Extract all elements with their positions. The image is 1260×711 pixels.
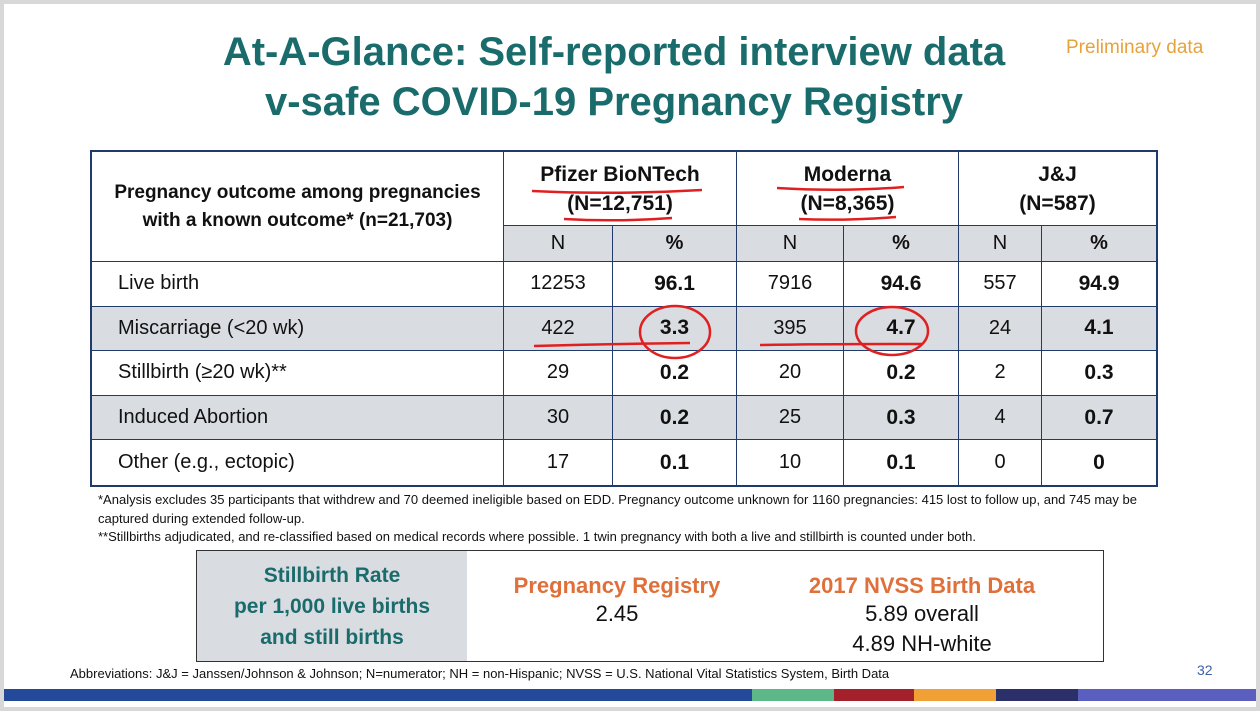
group-name: Pfizer BioNTech xyxy=(540,162,700,186)
group-header-pfizer: Pfizer BioNTech (N=12,751) xyxy=(504,152,737,226)
subheader-pct: % xyxy=(1042,226,1156,262)
n-cell: 20 xyxy=(737,351,844,396)
footnote-2: **Stillbirths adjudicated, and re-classi… xyxy=(98,529,976,544)
group-n: (N=12,751) xyxy=(567,191,673,215)
group-name: Moderna xyxy=(803,162,892,186)
subheader-n: N xyxy=(959,226,1042,262)
group-name: J&J xyxy=(1038,162,1077,186)
subheader-n: N xyxy=(504,226,613,262)
n-cell: 4 xyxy=(959,395,1042,441)
registry-title: Pregnancy Registry xyxy=(513,573,721,598)
abbreviations-note: Abbreviations: J&J = Janssen/Johnson & J… xyxy=(70,666,890,681)
bottom-bar-segment xyxy=(4,689,752,701)
pct-cell: 94.6 xyxy=(844,262,959,307)
group-n: (N=8,365) xyxy=(800,191,895,215)
page-number: 32 xyxy=(1197,662,1213,678)
n-cell: 25 xyxy=(737,395,844,441)
row-label: Miscarriage (<20 wk) xyxy=(92,306,504,352)
stillbirth-label-panel: Stillbirth Rate per 1,000 live births an… xyxy=(197,551,467,661)
stillbirth-rate-box: Stillbirth Rate per 1,000 live births an… xyxy=(196,550,1104,662)
n-cell: 0 xyxy=(959,440,1042,485)
n-cell: 24 xyxy=(959,306,1042,352)
bottom-bar-segment xyxy=(752,689,834,701)
pct-cell: 96.1 xyxy=(613,262,737,307)
pct-cell: 0.2 xyxy=(844,351,959,396)
stillbirth-label-line-3: and still births xyxy=(260,626,404,649)
n-cell: 395 xyxy=(737,306,844,352)
slide: At-A-Glance: Self-reported interview dat… xyxy=(4,4,1256,707)
row-label: Live birth xyxy=(92,262,504,307)
n-cell: 17 xyxy=(504,440,613,485)
bottom-bar-segment xyxy=(1078,689,1256,701)
nvss-overall: 5.89 overall xyxy=(865,601,979,626)
group-header-jj: J&J (N=587) xyxy=(959,152,1156,226)
subheader-n: N xyxy=(737,226,844,262)
n-cell: 12253 xyxy=(504,262,613,307)
bottom-bar-segment xyxy=(834,689,914,701)
footnote-1: *Analysis excludes 35 participants that … xyxy=(98,492,1137,526)
registry-value: 2.45 xyxy=(595,601,639,626)
outcome-table: Pregnancy outcome among pregnancies with… xyxy=(90,150,1158,487)
row-label: Other (e.g., ectopic) xyxy=(92,440,504,485)
pct-cell: 0.3 xyxy=(1042,351,1156,396)
table-corner-label: Pregnancy outcome among pregnancies with… xyxy=(92,152,504,262)
pct-cell: 4.7 xyxy=(844,306,959,352)
subheader-pct: % xyxy=(613,226,737,262)
pct-cell: 3.3 xyxy=(613,306,737,352)
n-cell: 7916 xyxy=(737,262,844,307)
slide-title-line-2: v-safe COVID-19 Pregnancy Registry xyxy=(264,80,964,124)
n-cell: 29 xyxy=(504,351,613,396)
bottom-color-bar xyxy=(4,689,1256,701)
stillbirth-label-line-2: per 1,000 live births xyxy=(233,595,431,618)
pct-cell: 0.1 xyxy=(844,440,959,485)
n-cell: 2 xyxy=(959,351,1042,396)
n-cell: 30 xyxy=(504,395,613,441)
preliminary-data-label: Preliminary data xyxy=(1066,37,1204,58)
row-label: Stillbirth (≥20 wk)** xyxy=(92,351,504,396)
subheader-pct: % xyxy=(844,226,959,262)
nvss-nh-white: 4.89 NH-white xyxy=(852,631,992,656)
pct-cell: 0.7 xyxy=(1042,395,1156,441)
n-cell: 10 xyxy=(737,440,844,485)
bottom-bar-segment xyxy=(996,689,1078,701)
row-label: Induced Abortion xyxy=(92,395,504,441)
nvss-title: 2017 NVSS Birth Data xyxy=(808,573,1036,598)
n-cell: 557 xyxy=(959,262,1042,307)
pct-cell: 0 xyxy=(1093,450,1105,474)
pct-cell: 0.2 xyxy=(613,351,737,396)
pct-cell: 0.2 xyxy=(613,395,737,441)
bottom-bar-segment xyxy=(914,689,996,701)
stillbirth-label-line-1: Stillbirth Rate xyxy=(263,564,401,587)
pct-cell: 94.9 xyxy=(1042,262,1156,307)
group-header-moderna: Moderna (N=8,365) xyxy=(737,152,959,226)
group-n: (N=587) xyxy=(1019,191,1096,215)
slide-title-line-1: At-A-Glance: Self-reported interview dat… xyxy=(222,30,1006,74)
pct-cell: 0.1 xyxy=(613,440,737,485)
n-cell: 422 xyxy=(504,306,613,352)
pct-cell: 4.1 xyxy=(1042,306,1156,352)
pct-cell: 0.3 xyxy=(844,395,959,441)
